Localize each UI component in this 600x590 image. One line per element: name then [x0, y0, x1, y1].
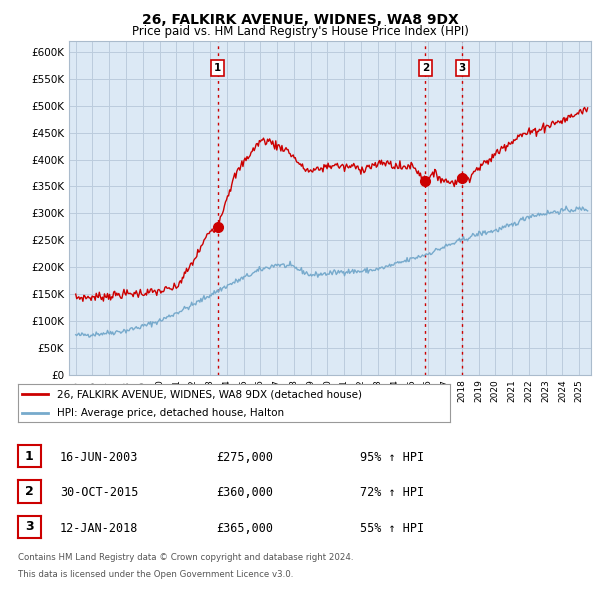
- Text: 16-JUN-2003: 16-JUN-2003: [60, 451, 139, 464]
- Text: Contains HM Land Registry data © Crown copyright and database right 2024.: Contains HM Land Registry data © Crown c…: [18, 553, 353, 562]
- Text: 72% ↑ HPI: 72% ↑ HPI: [360, 486, 424, 499]
- Text: 1: 1: [214, 63, 221, 73]
- Text: 3: 3: [25, 520, 34, 533]
- Text: 55% ↑ HPI: 55% ↑ HPI: [360, 522, 424, 535]
- Text: 26, FALKIRK AVENUE, WIDNES, WA8 9DX: 26, FALKIRK AVENUE, WIDNES, WA8 9DX: [142, 13, 458, 27]
- Text: 12-JAN-2018: 12-JAN-2018: [60, 522, 139, 535]
- Text: 26, FALKIRK AVENUE, WIDNES, WA8 9DX (detached house): 26, FALKIRK AVENUE, WIDNES, WA8 9DX (det…: [57, 389, 362, 399]
- Text: HPI: Average price, detached house, Halton: HPI: Average price, detached house, Halt…: [57, 408, 284, 418]
- Text: £360,000: £360,000: [216, 486, 273, 499]
- Text: 3: 3: [459, 63, 466, 73]
- Text: 30-OCT-2015: 30-OCT-2015: [60, 486, 139, 499]
- Text: 2: 2: [422, 63, 429, 73]
- Text: This data is licensed under the Open Government Licence v3.0.: This data is licensed under the Open Gov…: [18, 571, 293, 579]
- Text: 95% ↑ HPI: 95% ↑ HPI: [360, 451, 424, 464]
- Text: 1: 1: [25, 450, 34, 463]
- Text: £275,000: £275,000: [216, 451, 273, 464]
- Text: 2: 2: [25, 485, 34, 498]
- Text: Price paid vs. HM Land Registry's House Price Index (HPI): Price paid vs. HM Land Registry's House …: [131, 25, 469, 38]
- Text: £365,000: £365,000: [216, 522, 273, 535]
